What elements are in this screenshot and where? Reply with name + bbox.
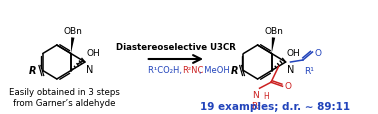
Text: OBn: OBn: [264, 27, 283, 36]
Text: Diastereoselective U3CR: Diastereoselective U3CR: [116, 43, 236, 52]
Text: R: R: [29, 66, 36, 76]
Text: OH: OH: [86, 49, 100, 58]
Text: R²NC: R²NC: [182, 65, 203, 74]
Text: R¹: R¹: [304, 66, 314, 75]
Text: R²: R²: [251, 101, 261, 110]
Text: N: N: [86, 64, 93, 74]
Text: N: N: [252, 90, 259, 99]
Text: R¹CO₂H,: R¹CO₂H,: [148, 65, 184, 74]
Text: N: N: [287, 64, 294, 74]
Text: OBn: OBn: [64, 27, 82, 36]
Text: O: O: [284, 81, 291, 90]
Text: R: R: [231, 66, 239, 76]
Text: 19 examples; d.r. ∼ 89:11: 19 examples; d.r. ∼ 89:11: [200, 101, 350, 111]
Text: H: H: [263, 91, 269, 100]
Text: OH: OH: [287, 49, 301, 58]
Polygon shape: [71, 38, 74, 54]
Text: from Garner’s aldehyde: from Garner’s aldehyde: [13, 99, 116, 108]
Text: , MeOH: , MeOH: [199, 65, 230, 74]
Polygon shape: [272, 38, 275, 54]
Text: Easily obtained in 3 steps: Easily obtained in 3 steps: [9, 88, 120, 97]
Text: O: O: [314, 48, 321, 57]
